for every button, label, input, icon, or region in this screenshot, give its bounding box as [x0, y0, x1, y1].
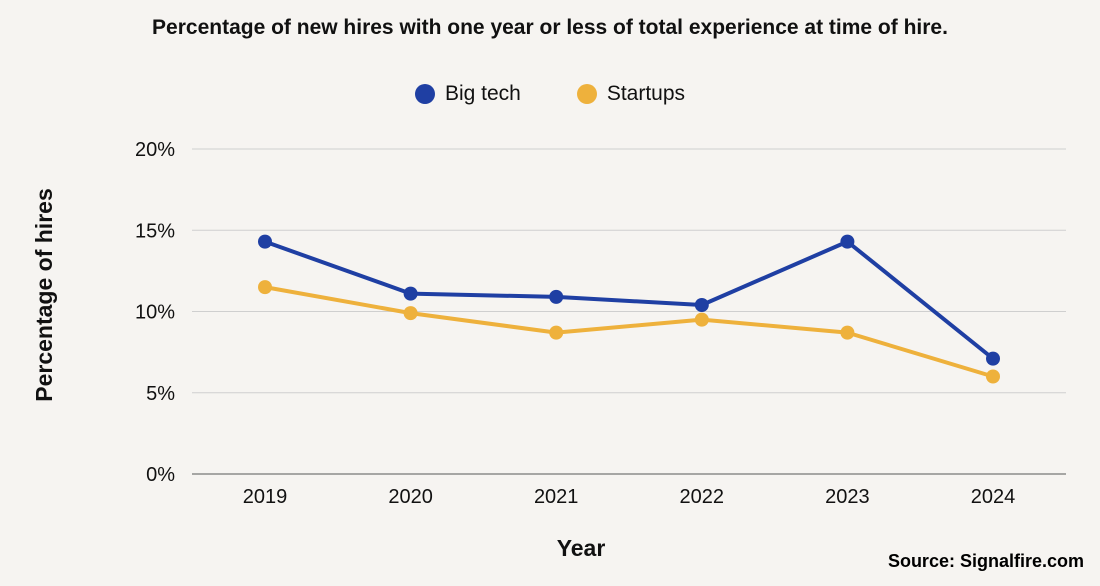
x-tick-label: 2022 — [680, 486, 725, 508]
x-tick-labels: 2019 2020 2021 2022 2023 2024 — [243, 486, 1016, 508]
y-tick-label: 20% — [135, 139, 175, 161]
legend-item-big-tech: Big tech — [414, 82, 521, 106]
series-big-tech — [258, 234, 1000, 366]
data-point-big-tech — [258, 234, 272, 249]
x-tick-label: 2021 — [534, 486, 579, 508]
legend-label-big-tech: Big tech — [444, 82, 521, 105]
legend: Big tech Startups — [0, 82, 1100, 106]
data-point-startups — [986, 369, 1000, 384]
x-tick-label: 2024 — [971, 486, 1016, 508]
data-point-big-tech — [986, 351, 1000, 366]
x-tick-label: 2020 — [388, 486, 433, 508]
data-point-big-tech — [549, 289, 564, 304]
data-point-big-tech — [694, 298, 709, 312]
source-note: Source: Signalfire.com — [887, 551, 1084, 571]
data-point-startups — [549, 325, 564, 340]
series-line-startups — [263, 285, 995, 379]
data-point-startups — [694, 312, 709, 327]
legend-item-startups: Startups — [576, 82, 686, 106]
data-point-startups — [258, 280, 272, 295]
legend-label-startups: Startups — [606, 82, 686, 105]
y-tick-labels: 0% 5% 10% 15% 20% — [135, 139, 175, 486]
x-axis-label: Year — [557, 535, 606, 561]
x-tick-label: 2023 — [825, 486, 870, 508]
series-startups — [258, 280, 1000, 384]
y-axis-label: Percentage of hires — [31, 188, 57, 401]
legend-marker-big-tech — [414, 84, 435, 104]
y-tick-label: 0% — [146, 464, 175, 486]
gridlines — [192, 148, 1066, 475]
y-tick-label: 5% — [146, 383, 175, 405]
data-point-big-tech — [840, 234, 855, 249]
data-point-big-tech — [403, 286, 418, 301]
y-tick-label: 15% — [135, 220, 175, 242]
legend-marker-startups — [576, 84, 597, 104]
chart-title: Percentage of new hires with one year or… — [152, 16, 948, 39]
series-lines — [258, 234, 1000, 384]
x-tick-label: 2019 — [243, 486, 288, 508]
data-point-startups — [403, 306, 418, 321]
y-tick-label: 10% — [135, 302, 175, 324]
data-point-startups — [840, 325, 855, 340]
series-line-big-tech — [263, 239, 995, 361]
